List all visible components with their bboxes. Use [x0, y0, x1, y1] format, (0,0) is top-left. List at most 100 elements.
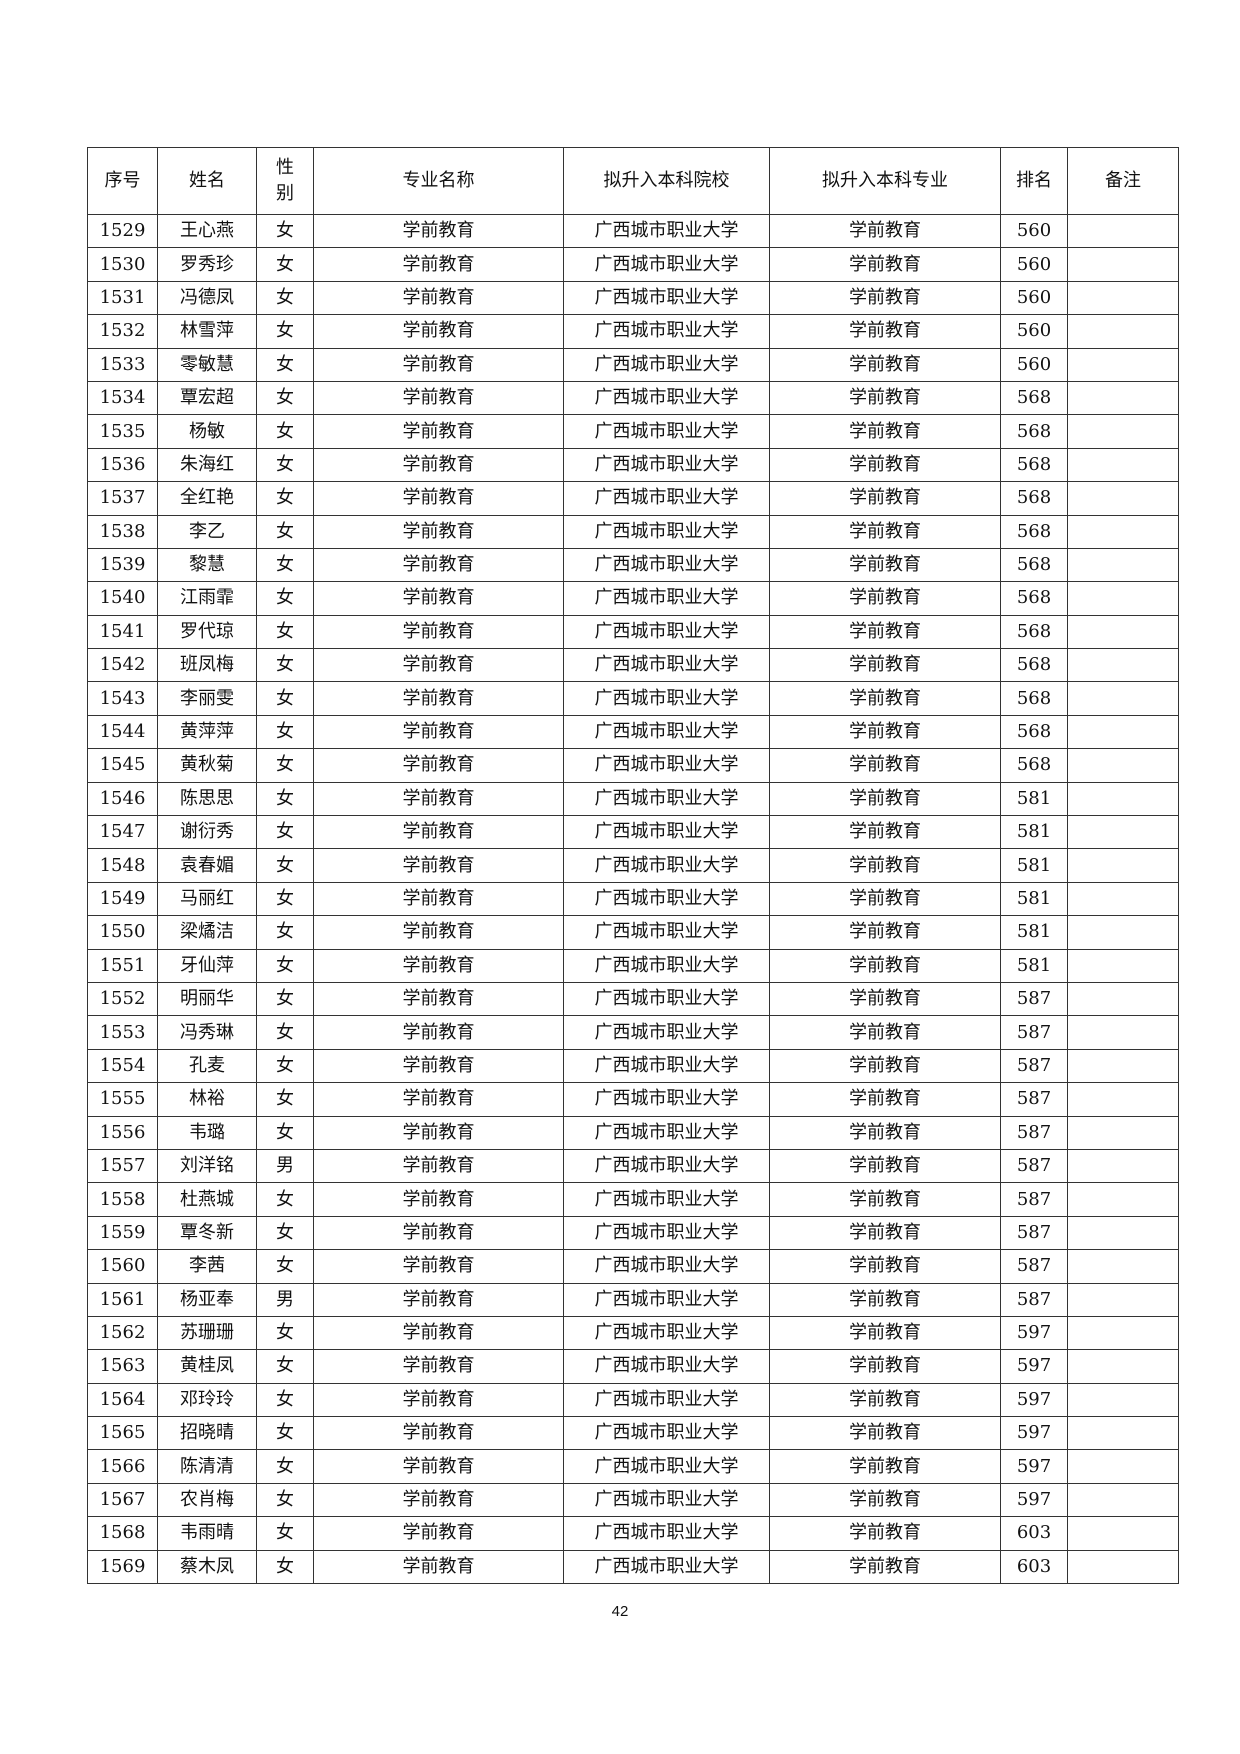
- target-school: 广西城市职业大学: [563, 781, 770, 817]
- major: 学前教育: [313, 1315, 564, 1351]
- table-row: 1554 孔麦女学前教育 广西城市职业大学 学前教育 587: [87, 1048, 1179, 1084]
- remarks: [1067, 1349, 1179, 1384]
- target-major: 学前教育: [769, 447, 1001, 483]
- target-major: 学前教育: [769, 1182, 1001, 1217]
- table-row: 1549 马丽红女学前教育 广西城市职业大学 学前教育 581: [87, 881, 1179, 917]
- table-row: 1545 黄秋菊女学前教育 广西城市职业大学 学前教育 568: [87, 748, 1179, 783]
- gender: 女: [256, 1015, 314, 1050]
- remarks: [1067, 547, 1179, 583]
- target-major: 学前教育: [769, 380, 1001, 416]
- target-major: 学前教育: [769, 514, 1001, 549]
- table-row: 1568 韦雨晴女学前教育 广西城市职业大学 学前教育 603: [87, 1516, 1179, 1551]
- target-school: 广西城市职业大学: [563, 314, 770, 349]
- row-index: 1551: [87, 948, 158, 983]
- gender: 女: [256, 1315, 314, 1351]
- target-major: 学前教育: [769, 781, 1001, 817]
- remarks: [1067, 447, 1179, 483]
- target-school: 广西城市职业大学: [563, 1349, 770, 1384]
- admission-table: 序号 姓名 性别 专业名称 拟升入本科院校 拟升入本科专业 排名 备注 1529…: [87, 147, 1179, 1585]
- target-school: 广西城市职业大学: [563, 514, 770, 549]
- remarks: [1067, 815, 1179, 850]
- target-school: 广西城市职业大学: [563, 648, 770, 683]
- row-index: 1568: [87, 1516, 158, 1551]
- student-name: 农肖梅: [157, 1482, 257, 1518]
- target-major: 学前教育: [769, 247, 1001, 282]
- remarks: [1067, 514, 1179, 549]
- major: 学前教育: [313, 213, 564, 249]
- target-school: 广西城市职业大学: [563, 1449, 770, 1484]
- student-name: 孔麦: [157, 1048, 257, 1084]
- remarks: [1067, 1182, 1179, 1217]
- rank: 597: [1000, 1449, 1068, 1484]
- major: 学前教育: [313, 1048, 564, 1084]
- target-school: 广西城市职业大学: [563, 915, 770, 950]
- row-index: 1529: [87, 213, 158, 249]
- major: 学前教育: [313, 748, 564, 783]
- remarks: [1067, 781, 1179, 817]
- remarks: [1067, 948, 1179, 983]
- rank: 568: [1000, 447, 1068, 483]
- rank: 568: [1000, 514, 1068, 549]
- student-name: 班凤梅: [157, 648, 257, 683]
- rank: 581: [1000, 781, 1068, 817]
- target-school: 广西城市职业大学: [563, 380, 770, 416]
- row-index: 1541: [87, 614, 158, 650]
- table-row: 1540 江雨霏女学前教育 广西城市职业大学 学前教育 568: [87, 581, 1179, 616]
- student-name: 冯秀琳: [157, 1015, 257, 1050]
- remarks: [1067, 1382, 1179, 1418]
- rank: 587: [1000, 1115, 1068, 1150]
- row-index: 1537: [87, 481, 158, 516]
- major: 学前教育: [313, 547, 564, 583]
- remarks: [1067, 347, 1179, 382]
- table-row: 1539 黎慧女学前教育 广西城市职业大学 学前教育 568: [87, 547, 1179, 583]
- row-index: 1534: [87, 380, 158, 416]
- student-name: 黄萍萍: [157, 714, 257, 750]
- major: 学前教育: [313, 815, 564, 850]
- row-index: 1567: [87, 1482, 158, 1518]
- remarks: [1067, 881, 1179, 917]
- major: 学前教育: [313, 981, 564, 1017]
- major: 学前教育: [313, 1215, 564, 1251]
- target-school: 广西城市职业大学: [563, 481, 770, 516]
- remarks: [1067, 1115, 1179, 1150]
- student-name: 韦璐: [157, 1115, 257, 1150]
- gender: 女: [256, 314, 314, 349]
- target-major: 学前教育: [769, 314, 1001, 349]
- rank: 597: [1000, 1416, 1068, 1451]
- remarks: [1067, 414, 1179, 449]
- remarks: [1067, 1482, 1179, 1518]
- target-school: 广西城市职业大学: [563, 1516, 770, 1551]
- remarks: [1067, 1082, 1179, 1117]
- target-school: 广西城市职业大学: [563, 1282, 770, 1317]
- remarks: [1067, 1148, 1179, 1184]
- table-row: 1557 刘洋铭男学前教育 广西城市职业大学 学前教育 587: [87, 1148, 1179, 1184]
- student-name: 覃宏超: [157, 380, 257, 416]
- table-row: 1553 冯秀琳女学前教育 广西城市职业大学 学前教育 587: [87, 1015, 1179, 1050]
- gender: 女: [256, 648, 314, 683]
- remarks: [1067, 280, 1179, 316]
- gender: 女: [256, 347, 314, 382]
- rank: 560: [1000, 314, 1068, 349]
- header-row: 序号 姓名 性别 专业名称 拟升入本科院校 拟升入本科专业 排名 备注: [87, 147, 1179, 215]
- remarks: [1067, 1449, 1179, 1484]
- student-name: 黎慧: [157, 547, 257, 583]
- rank: 587: [1000, 1015, 1068, 1050]
- target-school: 广西城市职业大学: [563, 1315, 770, 1351]
- student-name: 蔡木凤: [157, 1549, 257, 1585]
- row-index: 1543: [87, 681, 158, 716]
- gender: 女: [256, 1416, 314, 1451]
- rank: 587: [1000, 1048, 1068, 1084]
- student-name: 全红艳: [157, 481, 257, 516]
- gender: 女: [256, 948, 314, 983]
- target-school: 广西城市职业大学: [563, 748, 770, 783]
- remarks: [1067, 614, 1179, 650]
- table-row: 1537 全红艳女学前教育 广西城市职业大学 学前教育 568: [87, 481, 1179, 516]
- student-name: 林雪萍: [157, 314, 257, 349]
- table-row: 1552 明丽华女学前教育 广西城市职业大学 学前教育 587: [87, 981, 1179, 1017]
- major: 学前教育: [313, 781, 564, 817]
- table-row: 1529 王心燕女学前教育 广西城市职业大学 学前教育 560: [87, 213, 1179, 249]
- student-name: 苏珊珊: [157, 1315, 257, 1351]
- target-major: 学前教育: [769, 280, 1001, 316]
- target-major: 学前教育: [769, 1516, 1001, 1551]
- target-school: 广西城市职业大学: [563, 1249, 770, 1284]
